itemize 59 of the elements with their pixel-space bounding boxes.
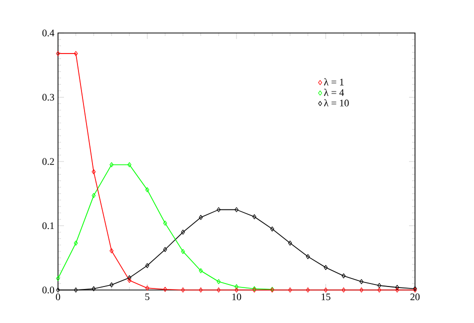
- point: [395, 284, 400, 290]
- y-tick-label: 0.3: [42, 94, 54, 101]
- x-tick-label: 5: [145, 294, 150, 300]
- point: [163, 220, 168, 226]
- point: [92, 169, 96, 174]
- point: [252, 214, 256, 220]
- point: [216, 279, 221, 284]
- point: [110, 162, 114, 168]
- point: [181, 248, 185, 254]
- x-tick-label: 10: [232, 294, 242, 300]
- point: [181, 230, 185, 235]
- point: [288, 288, 292, 292]
- point: [92, 286, 96, 292]
- y-tick-label: 0.2: [42, 158, 54, 165]
- point: [288, 240, 292, 246]
- y-tick-label: 0.4: [42, 30, 54, 36]
- y-tick-label: 0.0: [42, 286, 54, 294]
- legend-label: λ = 10: [324, 99, 349, 106]
- legend-label: λ = 4: [324, 88, 344, 96]
- point: [163, 247, 168, 252]
- point: [110, 282, 114, 288]
- point: [234, 284, 238, 290]
- point: [74, 51, 78, 56]
- point: [324, 288, 328, 292]
- x-tick-label: 0: [56, 294, 60, 300]
- point: [198, 214, 203, 220]
- point: [342, 273, 346, 278]
- point: [270, 226, 274, 232]
- x-tick-label: 15: [322, 294, 330, 300]
- point: [360, 279, 364, 284]
- point: [216, 207, 221, 212]
- point: [163, 286, 168, 292]
- point: [324, 265, 328, 270]
- point: [234, 207, 238, 212]
- point: [360, 288, 364, 292]
- point: [234, 288, 238, 292]
- point: [198, 268, 203, 274]
- point: [127, 275, 132, 280]
- point: [216, 288, 221, 292]
- y-tick-label: 0.1: [42, 222, 54, 230]
- x-tick-label: 20: [410, 294, 420, 300]
- point: [92, 193, 96, 198]
- point: [145, 286, 150, 291]
- point: [110, 248, 114, 254]
- point: [198, 288, 203, 292]
- point: [377, 283, 382, 288]
- point: [181, 288, 185, 292]
- point: [145, 263, 150, 268]
- point: [145, 187, 150, 192]
- point: [74, 240, 78, 246]
- point: [127, 278, 132, 283]
- point: [306, 288, 310, 292]
- point: [342, 288, 346, 292]
- point: [377, 288, 382, 292]
- point: [306, 254, 310, 260]
- point: [74, 288, 78, 292]
- point: [395, 288, 400, 292]
- legend-label: λ = 1: [324, 78, 344, 86]
- point: [127, 162, 132, 168]
